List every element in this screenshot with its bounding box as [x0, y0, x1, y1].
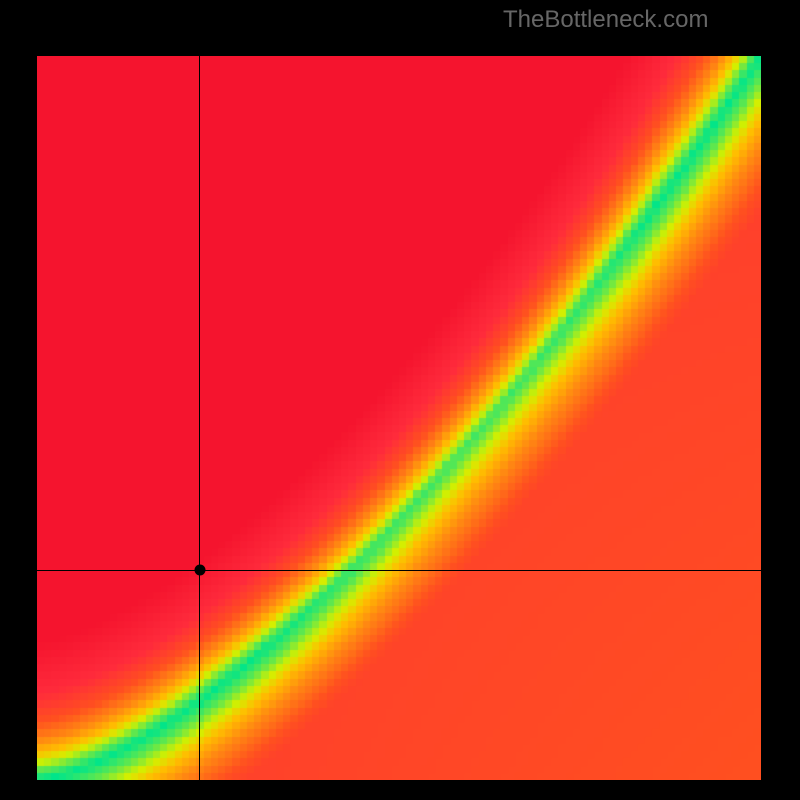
watermark-text: TheBottleneck.com [503, 6, 708, 34]
bottleneck-heatmap [37, 56, 761, 780]
